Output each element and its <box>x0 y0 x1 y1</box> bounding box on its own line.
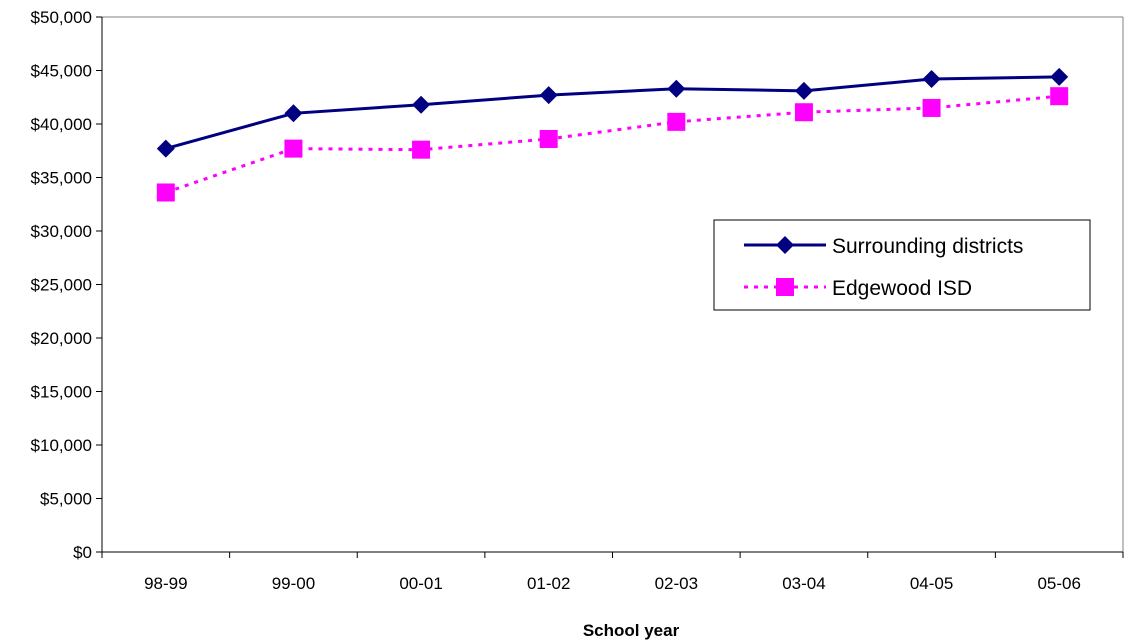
data-point-marker <box>539 129 558 148</box>
data-point-marker <box>284 139 303 158</box>
x-tick-label: 98-99 <box>144 574 187 593</box>
series-2 <box>156 87 1069 202</box>
y-tick-label: $5,000 <box>40 490 92 509</box>
x-tick-label: 00-01 <box>399 574 442 593</box>
y-tick-label: $30,000 <box>31 222 92 241</box>
legend-label: Edgewood ISD <box>832 277 972 300</box>
data-point-marker <box>922 98 941 117</box>
legend: Surrounding districts Edgewood ISD <box>713 219 1091 311</box>
x-tick-label: 01-02 <box>527 574 570 593</box>
y-tick-label: $45,000 <box>31 62 92 81</box>
data-point-marker <box>667 112 686 131</box>
y-tick-label: $50,000 <box>31 8 92 27</box>
series-line <box>165 75 1060 151</box>
x-tick-label: 99-00 <box>272 574 315 593</box>
data-point-marker <box>922 70 941 89</box>
legend-swatch-marker <box>776 278 794 296</box>
data-point-marker <box>284 104 303 123</box>
legend-swatch-marker <box>776 236 794 254</box>
data-point-marker <box>1050 87 1069 106</box>
legend-label: Surrounding districts <box>832 235 1023 258</box>
data-point-marker <box>1050 67 1069 86</box>
y-axis: $0 $5,000 $10,000 $15,000 $20,000 $25,000 $30,… <box>31 8 1124 562</box>
data-point-marker <box>667 79 686 98</box>
x-axis-title: School year <box>583 621 680 640</box>
y-tick-label: $20,000 <box>31 329 92 348</box>
y-tick-label: $35,000 <box>31 169 92 188</box>
y-tick-label: $15,000 <box>31 383 92 402</box>
x-axis: 98-99 99-00 00-01 01-02 02-03 03-04 04-05 05-06 <box>101 551 1124 593</box>
x-tick-label: 05-06 <box>1037 574 1080 593</box>
x-tick-label: 04-05 <box>910 574 953 593</box>
series-1 <box>156 67 1069 158</box>
y-tick-label: $10,000 <box>31 436 92 455</box>
data-point-marker <box>412 140 431 159</box>
data-point-marker <box>156 183 175 202</box>
series-layer <box>156 67 1069 202</box>
y-tick-label: $40,000 <box>31 115 92 134</box>
data-point-marker <box>794 81 813 100</box>
series-line <box>165 94 1060 194</box>
x-tick-label: 02-03 <box>655 574 698 593</box>
x-tick-label: 03-04 <box>782 574 825 593</box>
legend-box <box>713 219 1091 311</box>
data-point-marker <box>794 103 813 122</box>
y-tick-label: $25,000 <box>31 276 92 295</box>
data-point-marker <box>156 139 175 158</box>
y-tick-label: $0 <box>73 543 92 562</box>
data-point-marker <box>412 95 431 114</box>
data-point-marker <box>539 86 558 105</box>
